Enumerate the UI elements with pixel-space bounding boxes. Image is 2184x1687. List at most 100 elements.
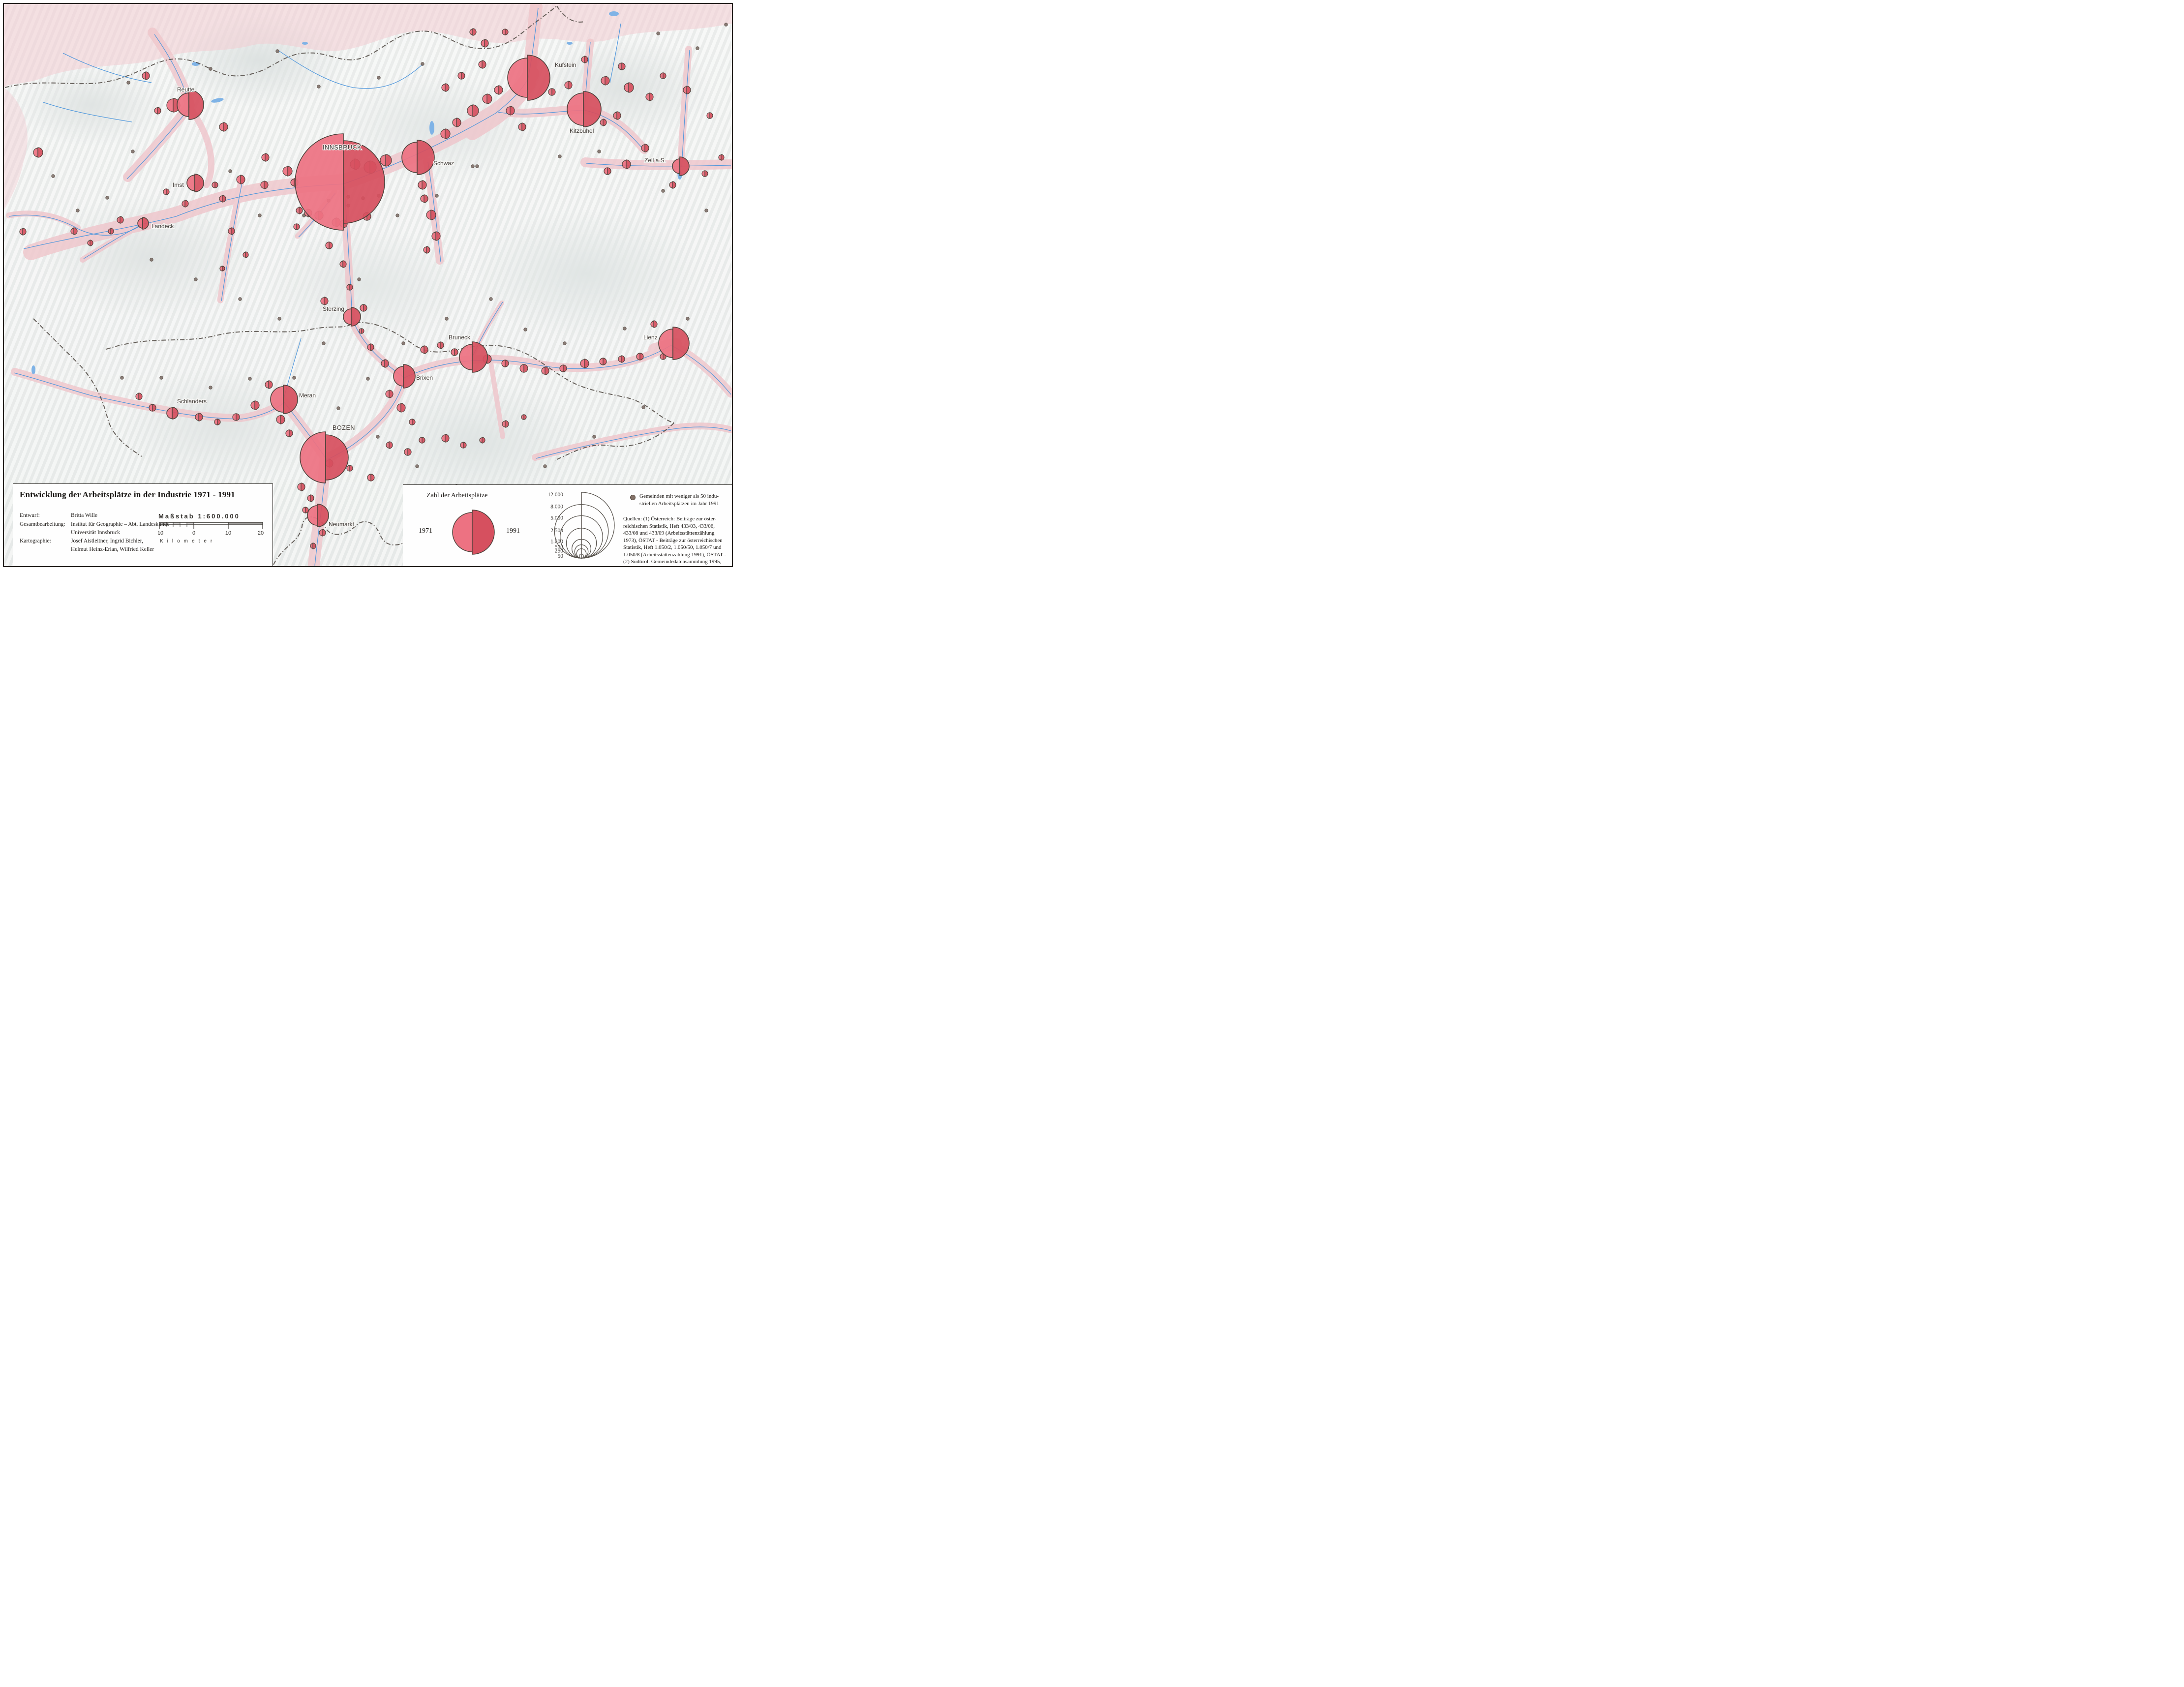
size-scale-halfcircle [581,492,615,559]
map-title: Entwicklung der Arbeitsplätze in der Ind… [20,490,235,499]
minor-dot [377,76,381,80]
minor-dot [159,376,163,380]
town-symbol-neumarkt [307,504,329,527]
minor-dot [150,258,153,262]
minor-dot [656,31,660,35]
settlement-symbol [293,223,300,230]
settlement-symbol [541,366,549,375]
scale-block: Maßstab 1:600.000 10 0 10 20 [157,512,268,544]
settlement-symbol [423,246,430,254]
settlement-symbol [409,419,416,425]
settlement-symbol [359,328,364,334]
settlement-symbol [440,128,451,139]
minor-dot [209,67,212,71]
settlement-symbol [212,181,218,188]
settlement-symbol [219,122,228,132]
sources-line: Quellen: (1) Österreich: Beiträge zur ös… [623,516,717,522]
settlement-symbol [386,441,393,449]
town-label-lienz: Lienz [643,334,658,341]
credit-label: Entwurf: [20,512,40,519]
settlement-symbol [441,434,450,443]
settlement-symbol [600,119,607,126]
settlement-symbol [250,400,260,410]
settlement-symbol [618,355,625,363]
settlement-symbol [142,71,150,80]
size-scale-value: 1.000 [550,539,563,544]
town-label-bruneck: Bruneck [449,334,471,341]
scale-tick: 0 [192,530,195,536]
town-symbol-zell-a-s- [672,156,690,176]
credits-block: Entwurf: Britta Wille Gesamtbearbeitung:… [20,512,267,554]
settlement-symbol [219,195,226,203]
settlement-symbol [243,251,249,258]
settlement-symbol [624,82,634,93]
minor-dot [131,150,135,153]
minor-dot [376,435,380,439]
settlement-symbol [320,297,329,305]
settlement-symbol [87,240,93,246]
settlement-symbol [502,29,509,35]
town-symbol-landeck [137,217,149,230]
settlement-symbol [117,216,124,224]
dot-legend: Gemeinden mit weniger als 50 indu- strie… [630,493,727,508]
town-symbol-schlanders [166,407,179,420]
settlement-symbol [601,76,610,86]
minor-dot [238,297,242,301]
minor-dot [563,341,567,345]
credit-label: Kartographie: [20,538,51,544]
settlement-symbol [232,413,240,421]
settlement-symbol [645,92,654,101]
minor-dot [523,328,527,331]
credit-value: Helmut Heinz-Erian, Wilfried Keller [71,546,154,553]
settlement-symbol [481,39,489,48]
settlement-symbol [467,104,479,117]
minor-dot [292,376,296,380]
minor-dot [126,81,130,85]
scale-unit: Kilometer [160,539,216,544]
town-label-neumarkt: Neumarkt [329,521,355,528]
jobs-legend-circle [452,510,495,555]
credit-label: Gesamtbearbeitung: [20,521,65,527]
minor-dot [76,209,80,212]
settlement-symbol [214,419,221,425]
settlement-symbol [469,28,477,36]
sources-line: ASTAT und weiterführende Daten, ASTAT [623,566,729,567]
dot-legend-line: striellen Arbeitsplätzen im Jahr 1991 [639,500,719,507]
minor-dot [445,317,449,321]
scale-label: Maßstab 1:600.000 [158,512,240,520]
minor-dot [248,377,252,381]
credit-row-entwurf: Entwurf: Britta Wille [20,512,267,520]
settlement-symbol [236,175,245,184]
settlement-symbol [396,403,406,413]
settlement-symbol [367,474,375,482]
minor-dot [336,406,340,410]
town-label-meran: Meran [299,392,316,399]
year-label-1971: 1971 [419,527,432,535]
town-symbols [137,55,690,527]
settlement-symbol [506,106,515,116]
minor-dot-icon [630,495,636,500]
settlement-symbol [479,437,485,444]
settlement-symbol [420,194,428,203]
settlement-symbol [163,188,170,195]
town-symbol-kufstein [507,55,550,101]
settlement-symbol [452,118,461,127]
minor-dot [661,189,665,193]
town-label-kufstein: Kufstein [555,61,576,68]
settlement-symbol [518,122,526,131]
scale-tick: 20 [258,530,264,536]
settlement-symbol [346,465,353,472]
minor-dot [401,341,405,345]
settlement-symbol [276,415,285,424]
settlement-symbol [519,364,528,373]
sources-block: Quellen: (1) Österreich: Beiträge zur ös… [623,515,729,567]
dot-legend-line: Gemeinden mit weniger als 50 indu- [639,493,719,499]
settlement-symbol [580,359,589,368]
settlement-symbol [451,348,458,356]
town-symbol-sterzing [343,307,361,327]
pink-lowland-layer [4,4,732,211]
size-scale-value: 50 [558,553,564,559]
minor-dot [357,277,361,281]
settlement-symbol [501,360,509,367]
